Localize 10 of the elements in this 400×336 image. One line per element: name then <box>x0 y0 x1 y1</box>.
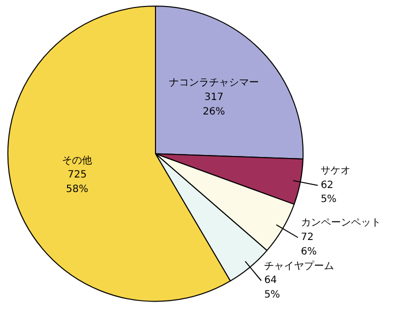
data-label: 317 26% <box>202 92 226 118</box>
slice-label: カンペーンペット <box>300 218 381 229</box>
slice-label: ナコンラチャシマー <box>168 78 259 89</box>
slice-label: チャイヤプーム <box>264 260 334 272</box>
slice-label: その他 <box>62 154 92 166</box>
data-label: 62 5% <box>320 180 337 206</box>
slice-label: サケオ <box>320 166 351 177</box>
data-label: 72 6% <box>300 232 317 258</box>
data-label: 64 5% <box>264 275 280 300</box>
data-label: 725 58% <box>66 170 88 195</box>
